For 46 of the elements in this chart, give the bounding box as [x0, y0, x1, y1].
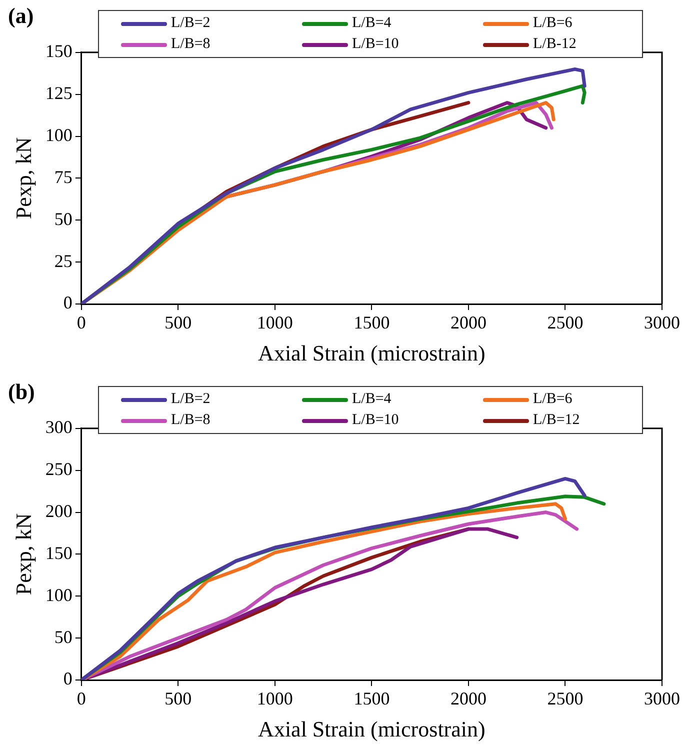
- y-tick-label: 150: [45, 41, 72, 62]
- x-tick-label: 2000: [450, 688, 486, 709]
- y-tick-label: 300: [45, 417, 72, 438]
- x-tick-label: 500: [164, 688, 192, 709]
- legend-label: L/B=4: [352, 391, 392, 408]
- legend-label: L/B=2: [171, 391, 210, 408]
- x-tick-label: 3000: [644, 312, 680, 333]
- legend-label: L/B=2: [171, 15, 210, 32]
- y-axis-title: Pexp, kN: [10, 137, 36, 220]
- y-tick-label: 125: [45, 83, 72, 104]
- x-tick-label: 2500: [547, 688, 584, 709]
- y-tick-label: 200: [45, 501, 72, 521]
- legend-label: L/B=4: [352, 15, 392, 32]
- legend-label: L/B=6: [533, 15, 572, 32]
- legend-label: L/B=10: [352, 412, 399, 429]
- x-tick-label: 1000: [256, 688, 293, 709]
- legend-label: L/B=8: [171, 412, 210, 429]
- legend-label: L/B-12: [533, 36, 576, 53]
- x-tick-label: 2500: [547, 312, 584, 333]
- chart-title: (a): [8, 2, 34, 28]
- x-tick-label: 500: [164, 312, 192, 333]
- x-tick-label: 1000: [256, 312, 293, 333]
- y-tick-label: 0: [63, 668, 72, 689]
- y-tick-label: 150: [45, 542, 72, 563]
- legend-label: L/B=8: [171, 36, 210, 53]
- x-tick-label: 0: [76, 688, 86, 709]
- x-tick-label: 0: [76, 312, 86, 333]
- legend-label: L/B=6: [533, 391, 572, 408]
- y-axis-title: Pexp, kN: [10, 513, 36, 596]
- y-tick-label: 50: [54, 208, 72, 229]
- x-tick-label: 2000: [450, 312, 486, 333]
- legend-label: L/B=10: [352, 36, 399, 53]
- x-axis-title: Axial Strain (microstrain): [258, 716, 486, 742]
- x-tick-label: 1500: [354, 688, 390, 709]
- legend-label: L/B=12: [533, 412, 580, 429]
- y-tick-label: 0: [63, 292, 72, 313]
- y-tick-label: 50: [54, 626, 72, 647]
- x-axis-title: Axial Strain (microstrain): [258, 340, 486, 366]
- y-tick-label: 100: [45, 584, 72, 605]
- x-tick-label: 3000: [644, 688, 680, 709]
- y-tick-label: 25: [54, 250, 72, 271]
- x-tick-label: 1500: [354, 312, 390, 333]
- y-tick-label: 100: [45, 125, 72, 145]
- y-tick-label: 75: [54, 166, 72, 187]
- y-tick-label: 250: [45, 459, 72, 480]
- chart-title: (b): [8, 378, 35, 404]
